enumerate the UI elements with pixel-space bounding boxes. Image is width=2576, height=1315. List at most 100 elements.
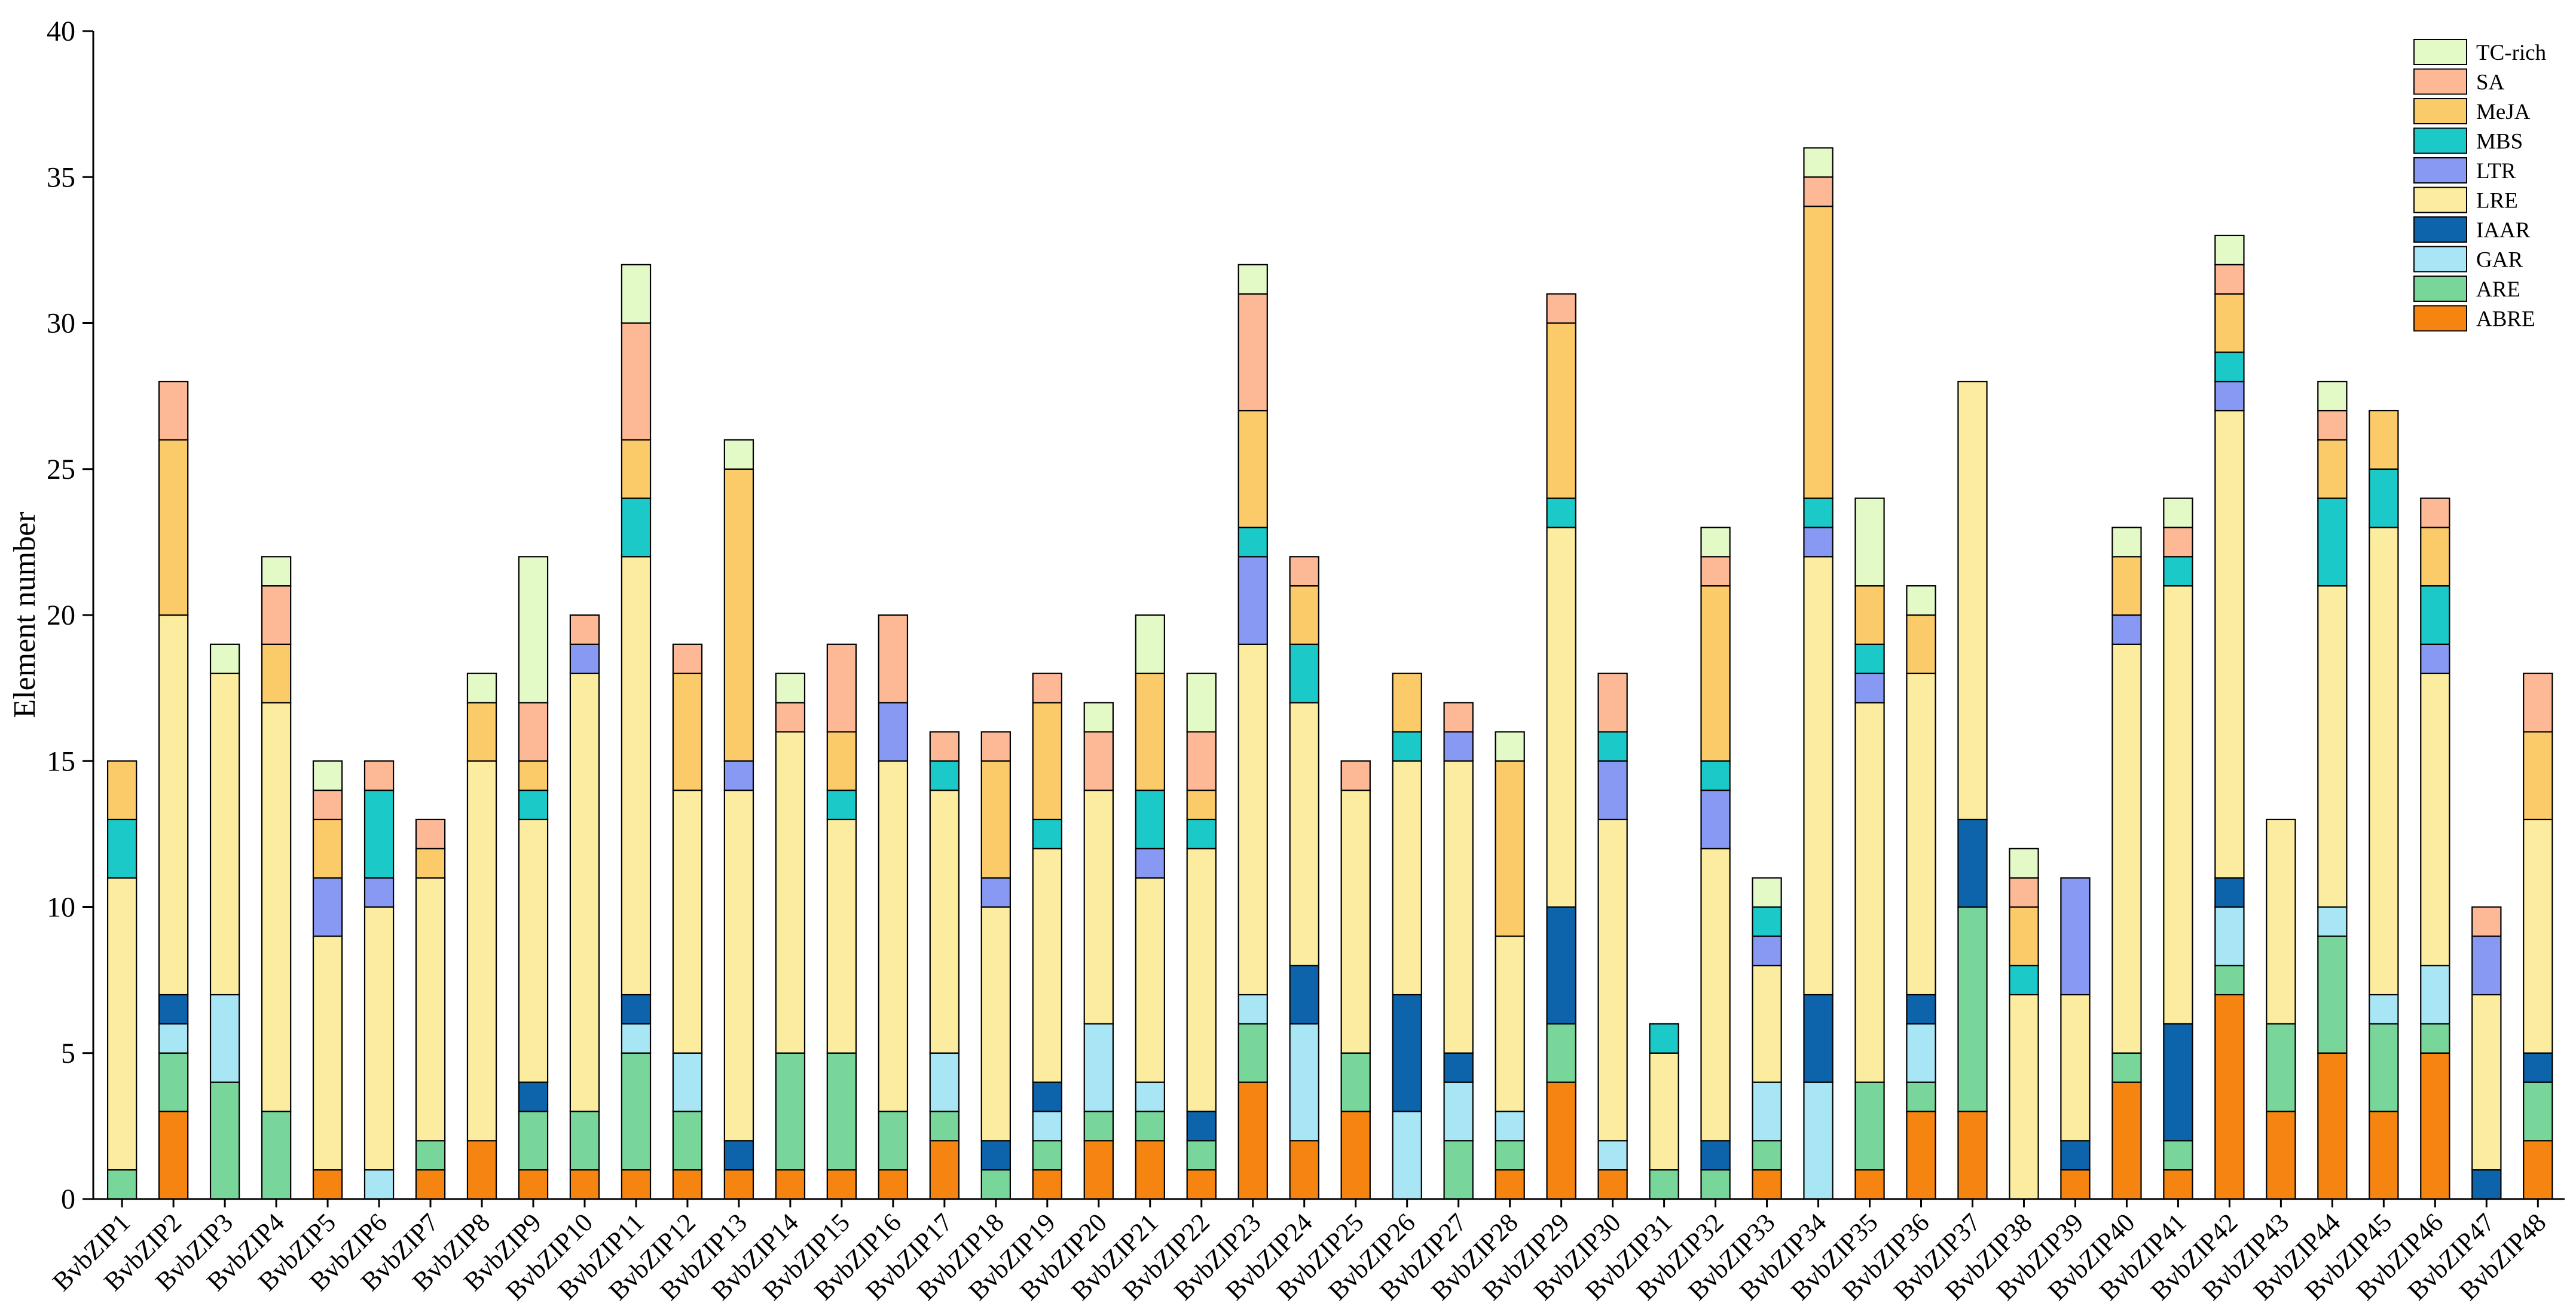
bar-segment-iaar <box>2471 1169 2502 1200</box>
bar-segment-mbs <box>2163 556 2193 587</box>
bar-segment-abre <box>1597 1169 1628 1200</box>
bar-segment-meja <box>1237 409 1268 528</box>
bar-segment-meja <box>1289 585 1319 645</box>
bar-segment-abre <box>2163 1169 2193 1200</box>
bar-segment-iaar <box>158 993 189 1025</box>
bar-segment-meja <box>1186 789 1217 821</box>
bar-segment-meja <box>415 848 446 879</box>
bar-segment-gar <box>1443 1081 1474 1142</box>
bar-segment-lre <box>1649 1052 1679 1171</box>
bar-segment-lre <box>1495 935 1525 1112</box>
bar-segment-ltr <box>2060 877 2091 996</box>
bar-segment-sa <box>2317 409 2348 441</box>
bar-segment-lre <box>2266 818 2296 1025</box>
bar-segment-tc-rich <box>621 264 652 324</box>
bar-segment-abre <box>826 1169 857 1200</box>
bar-segment-are <box>672 1111 703 1171</box>
bar-segment-lre <box>1752 965 1782 1083</box>
bar-segment-abre <box>672 1169 703 1200</box>
bar-segment-are <box>1186 1140 1217 1171</box>
bar-segment-tc-rich <box>2009 848 2039 879</box>
bar-segment-lre <box>1443 760 1474 1054</box>
legend-swatch-sa <box>2413 68 2467 95</box>
bar-segment-gar <box>2420 965 2450 1025</box>
bar-segment-lre <box>2471 993 2502 1171</box>
bar-segment-sa <box>1340 760 1371 791</box>
bar-segment-lre <box>1700 848 1731 1142</box>
bar-segment-sa <box>2471 906 2502 937</box>
bar-segment-gar <box>929 1052 960 1112</box>
bar-segment-are <box>2369 1023 2399 1112</box>
bar-segment-mbs <box>1032 818 1062 849</box>
bar-segment-abre <box>1752 1169 1782 1200</box>
bar-segment-gar <box>1752 1081 1782 1142</box>
bar-segment-sa <box>929 731 960 762</box>
bar-segment-lre <box>1237 643 1268 996</box>
bar-segment-ltr <box>363 877 395 908</box>
bar-segment-iaar <box>2163 1023 2193 1142</box>
legend-swatch-iaar <box>2413 216 2467 243</box>
bar-segment-meja <box>2523 731 2553 821</box>
bar-segment-lre <box>1854 702 1885 1083</box>
bar-segment-lre <box>878 760 909 1112</box>
bar-segment-lre <box>2317 585 2348 908</box>
bar-segment-tc-rich <box>466 672 497 704</box>
bar-segment-lre <box>261 702 292 1112</box>
bar-segment-mbs <box>1700 760 1731 791</box>
bar-segment-iaar <box>1032 1081 1062 1112</box>
bar-segment-tc-rich <box>2111 527 2142 558</box>
bar-segment-gar <box>1597 1140 1628 1171</box>
bar-segment-sa <box>518 702 549 762</box>
bar-segment-ltr <box>723 760 754 791</box>
bar-segment-sa <box>1083 731 1114 791</box>
bar-segment-are <box>415 1140 446 1171</box>
bar-segment-mbs <box>106 818 137 879</box>
bar-segment-mbs <box>1803 497 1834 528</box>
bar-segment-sa <box>261 585 292 645</box>
bar-segment-abre <box>1186 1169 1217 1200</box>
bar-segment-ltr <box>1597 760 1628 821</box>
bar-segment-abre <box>2214 993 2245 1200</box>
bar-segment-ltr <box>1135 848 1165 879</box>
bar-segment-gar <box>1289 1023 1319 1142</box>
bar-segment-meja <box>1495 760 1525 937</box>
bar-segment-meja <box>2369 409 2399 470</box>
bar-segment-are <box>775 1052 806 1171</box>
bar-segment-abre <box>1957 1111 1988 1200</box>
bar-segment-meja <box>312 818 343 879</box>
legend-swatch-ltr <box>2413 157 2467 184</box>
bar-segment-lre <box>2163 585 2193 1025</box>
bar-segment-abre <box>158 1111 189 1200</box>
bar-segment-tc-rich <box>1186 672 1217 733</box>
bar-segment-meja <box>2111 556 2142 616</box>
bar-segment-mbs <box>1649 1023 1679 1054</box>
bar-segment-lre <box>826 818 857 1054</box>
bar-segment-lre <box>1135 877 1165 1083</box>
bar-segment-lre <box>980 906 1012 1142</box>
bar-segment-lre <box>363 906 395 1171</box>
bar-segment-abre <box>2266 1111 2296 1200</box>
y-tick-label: 30 <box>47 308 75 340</box>
bar-segment-abre <box>1546 1081 1576 1200</box>
bar-segment-iaar <box>1906 993 1936 1025</box>
bar-segment-gar <box>672 1052 703 1112</box>
bar-segment-lre <box>312 935 343 1171</box>
bar-segment-lre <box>1957 381 1988 821</box>
bar-segment-meja <box>2214 293 2245 353</box>
bar-segment-abre <box>2060 1169 2091 1200</box>
legend-label: MeJA <box>2476 100 2531 124</box>
bar-segment-sa <box>415 818 446 849</box>
bar-segment-ltr <box>2111 614 2142 645</box>
bar-segment-sa <box>878 614 909 704</box>
y-ticks: 0 5 10 15 20 25 30 35 40 <box>47 16 93 1215</box>
legend-label: IAAR <box>2476 218 2531 243</box>
bar-segment-abre <box>415 1169 446 1200</box>
bar-segment-lre <box>1906 672 1936 996</box>
bar-segment-abre <box>1032 1169 1062 1200</box>
bar-segment-are <box>2163 1140 2193 1171</box>
bar-segment-tc-rich <box>2214 234 2245 265</box>
bar-segment-are <box>2420 1023 2450 1054</box>
bar-segment-lre <box>621 556 652 996</box>
bar-segment-ltr <box>1803 527 1834 558</box>
